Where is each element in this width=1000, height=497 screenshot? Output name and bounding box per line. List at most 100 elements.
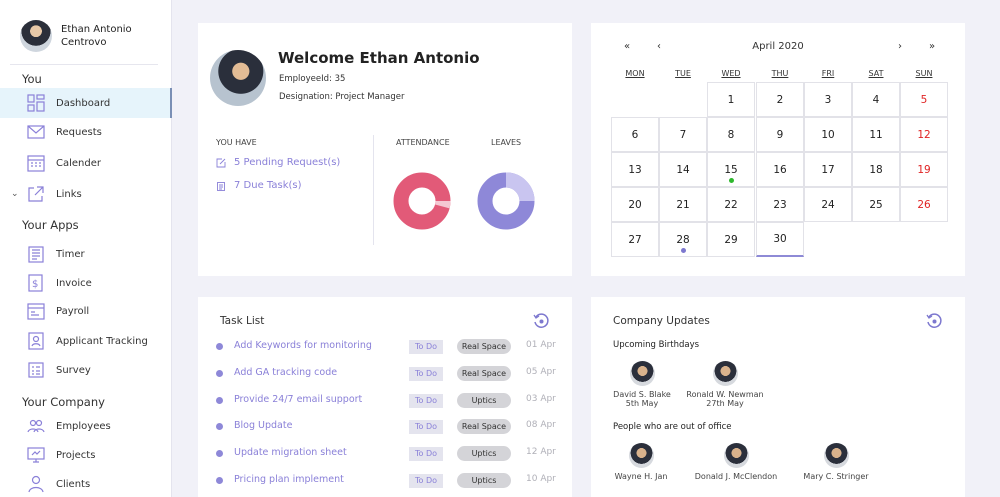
prev-month-button[interactable]: ‹ (657, 41, 661, 52)
calendar-day[interactable]: 22 (707, 187, 755, 222)
person-name: Ronald W. Newman (686, 390, 764, 399)
task-name[interactable]: Provide 24/7 email support (234, 393, 363, 405)
calendar-day[interactable]: 29 (707, 222, 755, 257)
next-month-button[interactable]: › (898, 41, 902, 52)
person-name: David S. Blake (613, 390, 671, 399)
calendar-day[interactable]: 16 (756, 152, 804, 187)
task-row[interactable]: Update migration sheet To Do Uptics 12 Apr (216, 444, 561, 464)
task-row[interactable]: Add Keywords for monitoring To Do Real Spa… (216, 337, 561, 357)
welcome-card: Welcome Ethan Antonio EmployeeId: 35 Des… (198, 23, 572, 276)
task-row[interactable]: Pricing plan implement To Do Uptics 10 Apr (216, 471, 561, 491)
calendar-day[interactable]: 24 (804, 187, 852, 222)
sidebar-item-survey[interactable]: Survey (0, 355, 172, 385)
sidebar-item-payroll[interactable]: Payroll (0, 296, 172, 326)
avatar (20, 20, 52, 52)
out-of-office-person[interactable]: Mary C. Stringer (791, 443, 881, 481)
out-of-office-person[interactable]: Donald J. McClendon (686, 443, 786, 481)
task-date: 12 Apr (526, 447, 556, 458)
calendar-day[interactable]: 15 (707, 152, 755, 187)
next-year-button[interactable]: » (929, 41, 936, 52)
calendar-day[interactable]: 25 (852, 187, 900, 222)
designation: Designation: Project Manager (279, 92, 405, 102)
out-of-office-title: People who are out of office (613, 422, 732, 432)
sidebar-item-links[interactable]: ⌄ Links (0, 179, 172, 209)
refresh-icon[interactable] (532, 312, 550, 330)
calendar-day[interactable]: 26 (900, 187, 948, 222)
calendar-day[interactable]: 28 (659, 222, 707, 257)
project-tag: Uptics (457, 392, 511, 408)
calendar-day[interactable]: 13 (611, 152, 659, 187)
due-tasks-link[interactable]: 7 Due Task(s) (216, 180, 302, 191)
calendar-day[interactable]: 11 (852, 117, 900, 152)
bullet (216, 450, 223, 458)
sidebar-item-requests[interactable]: Requests (0, 117, 172, 147)
calendar-day[interactable]: 5 (900, 82, 948, 117)
calendar-day[interactable]: 19 (900, 152, 948, 187)
sidebar-item-projects[interactable]: Projects (0, 440, 172, 470)
pending-requests-link[interactable]: 5 Pending Request(s) (216, 157, 340, 168)
calendar-day[interactable]: 27 (611, 222, 659, 257)
birthday-person[interactable]: Ronald W. Newman 27th May (679, 361, 771, 408)
employees-icon (26, 416, 46, 436)
calendar-day[interactable]: 10 (804, 117, 852, 152)
dashboard-icon (26, 93, 46, 113)
prev-year-button[interactable]: « (624, 41, 631, 52)
sidebar-item-label: Survey (56, 364, 91, 376)
refresh-icon[interactable] (925, 312, 943, 330)
calendar-day[interactable]: 8 (707, 117, 755, 152)
task-name[interactable]: Pricing plan implement (234, 474, 344, 485)
task-row[interactable]: Provide 24/7 email support To Do Uptics 03 … (216, 391, 561, 411)
avatar (823, 443, 849, 468)
calendar-day[interactable]: 2 (756, 82, 804, 117)
sidebar-item-calender[interactable]: Calender (0, 148, 172, 178)
bullet (216, 369, 223, 377)
sidebar-item-employees[interactable]: Employees (0, 411, 172, 441)
sidebar-item-clients[interactable]: Clients (0, 469, 172, 497)
calendar-day[interactable]: 9 (756, 117, 804, 152)
calendar-day[interactable]: 3 (804, 82, 852, 117)
calendar-day[interactable]: 21 (659, 187, 707, 222)
status-badge: To Do (409, 474, 443, 488)
task-name[interactable]: Add Keywords for monitoring (234, 340, 372, 351)
calendar-day[interactable]: 1 (707, 82, 755, 117)
calendar-day[interactable]: 20 (611, 187, 659, 222)
calendar-day[interactable]: 7 (659, 117, 707, 152)
calendar-day[interactable]: 14 (659, 152, 707, 187)
calendar-icon (26, 153, 46, 173)
status-badge: To Do (409, 420, 443, 435)
user-profile[interactable]: Ethan Antonio Centrovo (20, 20, 132, 52)
task-date: 01 Apr (526, 340, 556, 350)
sidebar-item-label: Links (56, 188, 82, 200)
out-of-office-person[interactable]: Wayne H. Jan (601, 443, 681, 481)
sidebar-item-timer[interactable]: Timer (0, 239, 172, 269)
bullet (216, 343, 223, 350)
calendar-day[interactable]: 6 (611, 117, 659, 152)
birthday-person[interactable]: David S. Blake 5th May (602, 361, 682, 408)
due-tasks-text: 7 Due Task(s) (234, 180, 302, 191)
status-badge: To Do (409, 393, 443, 408)
project-tag: Real Space (457, 365, 511, 381)
leaves-label: LEAVES (491, 138, 522, 147)
calendar-day[interactable]: 18 (852, 152, 900, 187)
chevron-down-icon[interactable]: ⌄ (11, 189, 19, 199)
sidebar-item-dashboard[interactable]: Dashboard (0, 88, 172, 118)
attendance-donut[interactable] (393, 172, 451, 230)
weekday-header: MON (625, 69, 645, 78)
task-row[interactable]: Add GA tracking code To Do Real Space 05 Ap… (216, 364, 561, 384)
sidebar-item-applicant-tracking[interactable]: Applicant Tracking (0, 326, 172, 356)
task-date: 05 Apr (526, 366, 556, 377)
status-badge: To Do (409, 366, 443, 381)
calendar-day[interactable]: 17 (804, 152, 852, 187)
leaves-donut[interactable] (477, 172, 535, 230)
sidebar-item-invoice[interactable]: $ Invoice (0, 268, 172, 298)
calendar-day[interactable]: 12 (900, 117, 948, 152)
task-row[interactable]: Blog Update To Do Real Space 08 Apr (216, 417, 561, 437)
task-name[interactable]: Blog Update (234, 420, 293, 432)
calendar-day[interactable]: 4 (852, 82, 900, 117)
calendar-day[interactable]: 23 (756, 187, 804, 222)
task-list-card: Task List Add Keywords for monitoring To … (198, 297, 572, 497)
task-name[interactable]: Add GA tracking code (234, 366, 338, 378)
project-tag: Uptics (457, 473, 511, 488)
calendar-day[interactable]: 30 (756, 222, 804, 257)
task-name[interactable]: Update migration sheet (234, 447, 347, 459)
